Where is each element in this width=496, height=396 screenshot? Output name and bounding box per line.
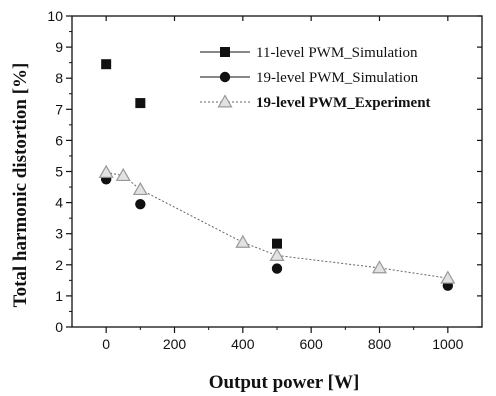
data-point-triangle <box>269 247 285 261</box>
legend-label: 11-level PWM_Simulation <box>256 45 418 61</box>
x-tick-label: 0 <box>102 336 110 352</box>
y-tick-label: 1 <box>55 288 63 304</box>
data-point-triangle <box>235 234 251 248</box>
series-circle <box>100 174 454 291</box>
y-tick-label: 6 <box>55 132 63 148</box>
x-tick-label: 600 <box>299 336 323 352</box>
data-point-square <box>135 98 146 109</box>
y-tick-label: 5 <box>55 164 63 180</box>
data-point-triangle <box>440 270 456 284</box>
legend-label: 19-level PWM_Experiment <box>256 95 431 111</box>
y-tick-label: 2 <box>55 257 63 273</box>
y-axis-title: Total harmonic distortion [%] <box>10 63 31 308</box>
x-tick-label: 800 <box>368 336 392 352</box>
axes: 0 200 400 600 800 1000 0 1 2 3 4 5 6 7 8 9 10 <box>47 8 483 352</box>
x-tick-label: 400 <box>231 336 255 352</box>
series-line <box>106 171 448 279</box>
y-tick-label: 4 <box>55 195 63 211</box>
plot-frame <box>71 15 483 328</box>
data-point-triangle <box>371 260 388 274</box>
series-layer <box>98 59 456 291</box>
x-tick-label: 200 <box>163 336 187 352</box>
x-axis-title: Output power [W] <box>209 372 360 393</box>
data-point-triangle <box>115 167 131 182</box>
y-tick-label: 0 <box>55 319 63 335</box>
data-point-triangle <box>98 164 114 178</box>
data-point-square <box>272 238 282 249</box>
x-tick-label: 1000 <box>432 336 463 352</box>
y-tick-label: 8 <box>55 70 63 86</box>
legend-marker-triangle <box>217 94 233 108</box>
data-point-square <box>101 59 112 70</box>
legend-marker-square <box>220 47 230 57</box>
data-point-triangle <box>132 181 148 196</box>
data-point-circle <box>271 263 283 274</box>
y-tick-label: 10 <box>47 8 63 24</box>
legend-marker-circle <box>219 71 231 83</box>
series-triangle <box>98 164 456 284</box>
data-point-circle <box>135 198 146 210</box>
y-tick-label: 3 <box>55 226 63 242</box>
y-tick-label: 7 <box>55 101 63 117</box>
legend: 11-level PWM_Simulation 19-level PWM_Simu… <box>200 45 431 111</box>
series-square <box>101 59 282 249</box>
legend-label: 19-level PWM_Simulation <box>256 70 419 86</box>
y-tick-label: 9 <box>55 39 63 55</box>
